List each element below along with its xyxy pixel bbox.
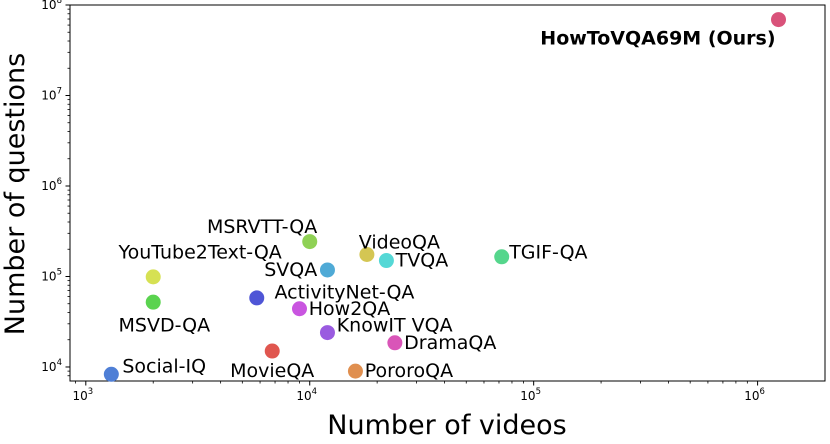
y-tick-label: 105 <box>41 267 62 283</box>
data-point <box>771 12 787 28</box>
data-point-label: SVQA <box>264 259 317 281</box>
data-point <box>145 269 161 285</box>
data-point <box>494 249 510 265</box>
data-point <box>359 246 375 262</box>
data-point-label: Social-IQ <box>122 355 206 377</box>
x-tick-label: 105 <box>520 387 541 403</box>
data-point <box>264 343 280 359</box>
data-point <box>291 301 307 317</box>
data-point <box>302 234 318 250</box>
y-tick-label: 106 <box>41 177 62 193</box>
data-point-label: TGIF-QA <box>508 241 587 263</box>
x-axis-title: Number of videos <box>327 410 566 441</box>
data-point-label: MSVD-QA <box>119 315 211 337</box>
x-tick-label: 104 <box>296 387 317 403</box>
data-point-label: TVQA <box>395 250 449 272</box>
data-point-label: MSRVTT-QA <box>207 216 317 238</box>
data-point <box>145 294 161 310</box>
data-point-label: HowToVQA69M (Ours) <box>540 27 775 49</box>
data-points: HowToVQA69M (Ours) TGIF-QA MSRVTT-QA VideoQ… <box>103 12 787 382</box>
data-point-label: YouTube2Text-QA <box>118 242 282 264</box>
data-point <box>319 262 335 278</box>
y-axis-title: Number of questions <box>0 53 31 335</box>
x-tick-label: 106 <box>744 387 765 403</box>
data-point <box>249 290 265 306</box>
data-point-label: DramaQA <box>404 332 496 354</box>
data-point-label: How2QA <box>309 298 391 320</box>
data-point <box>347 363 363 379</box>
data-point-label: KnowIT VQA <box>337 314 453 336</box>
data-point <box>387 335 403 351</box>
data-point-label: MovieQA <box>230 360 314 382</box>
data-point-label: ActivityNet-QA <box>274 281 414 303</box>
y-tick-label: 108 <box>41 0 62 12</box>
data-point <box>103 366 119 382</box>
axis-ticks: 103 104 105 106 104 105 106 107 108 <box>41 0 765 403</box>
data-point-label: PororoQA <box>365 360 453 382</box>
data-point-label: VideoQA <box>359 232 440 254</box>
y-tick-label: 107 <box>41 86 62 102</box>
x-tick-label: 103 <box>72 387 93 403</box>
plot-area <box>69 4 826 382</box>
data-point <box>378 253 394 269</box>
y-tick-label: 104 <box>41 358 62 374</box>
data-point <box>319 325 335 341</box>
